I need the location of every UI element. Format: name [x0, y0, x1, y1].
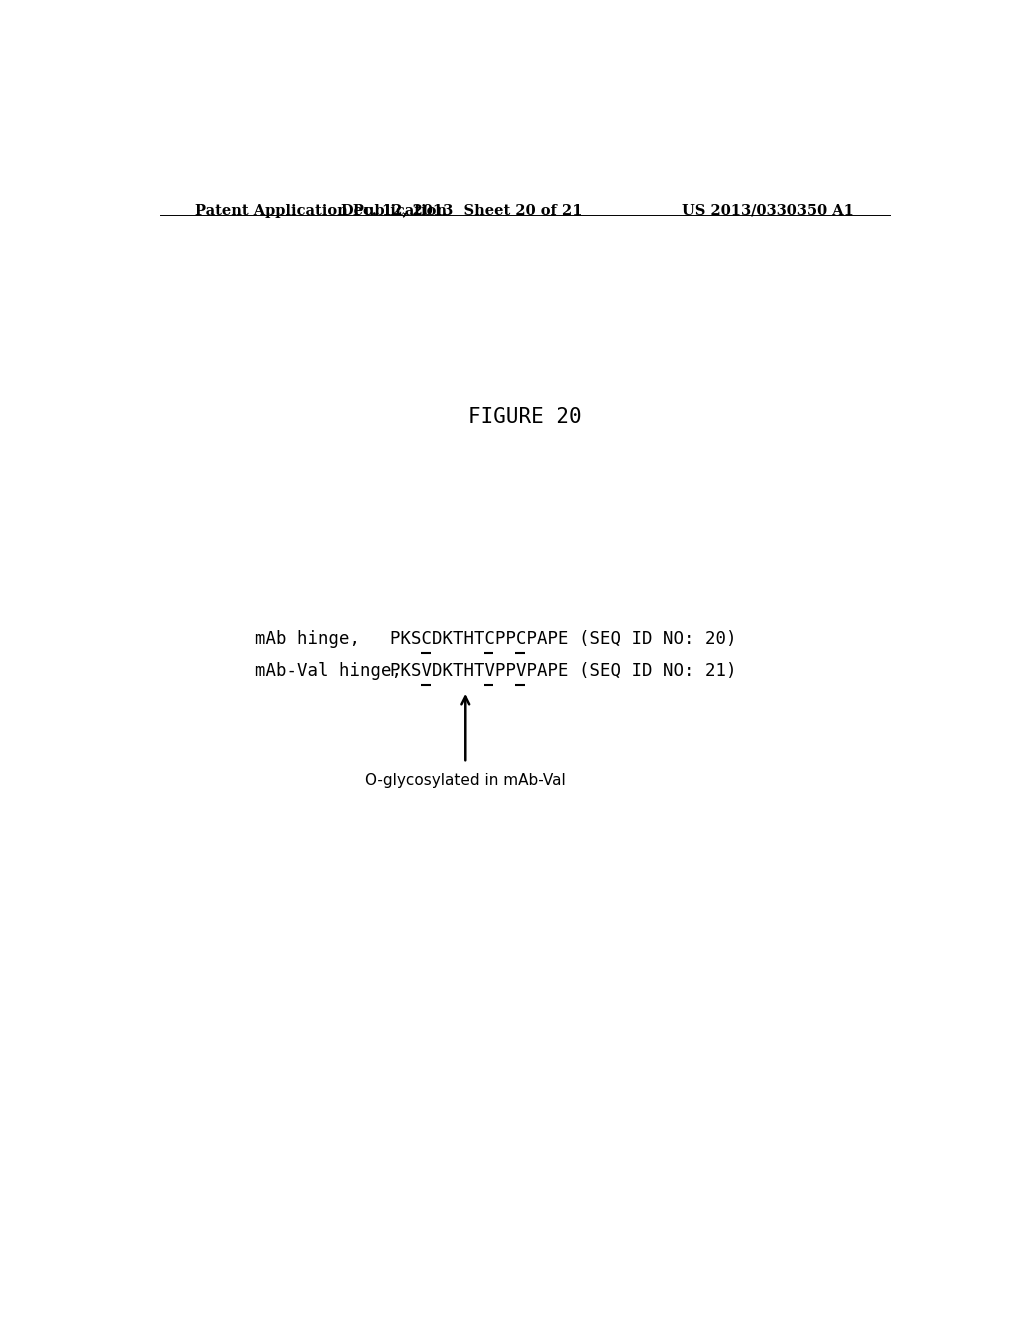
Text: mAb hinge,: mAb hinge, [255, 630, 360, 648]
Text: US 2013/0330350 A1: US 2013/0330350 A1 [682, 203, 854, 218]
Text: Dec. 12, 2013  Sheet 20 of 21: Dec. 12, 2013 Sheet 20 of 21 [341, 203, 582, 218]
Text: O-glycosylated in mAb-Val: O-glycosylated in mAb-Val [365, 774, 565, 788]
Text: PKSCDKTHTCPPCPAPE (SEQ ID NO: 20): PKSCDKTHTCPPCPAPE (SEQ ID NO: 20) [390, 630, 736, 648]
Text: FIGURE 20: FIGURE 20 [468, 408, 582, 428]
Text: mAb-Val hinge,: mAb-Val hinge, [255, 661, 402, 680]
Text: Patent Application Publication: Patent Application Publication [196, 203, 447, 218]
Text: PKSVDKTHTVPPVPAPE (SEQ ID NO: 21): PKSVDKTHTVPPVPAPE (SEQ ID NO: 21) [390, 661, 736, 680]
